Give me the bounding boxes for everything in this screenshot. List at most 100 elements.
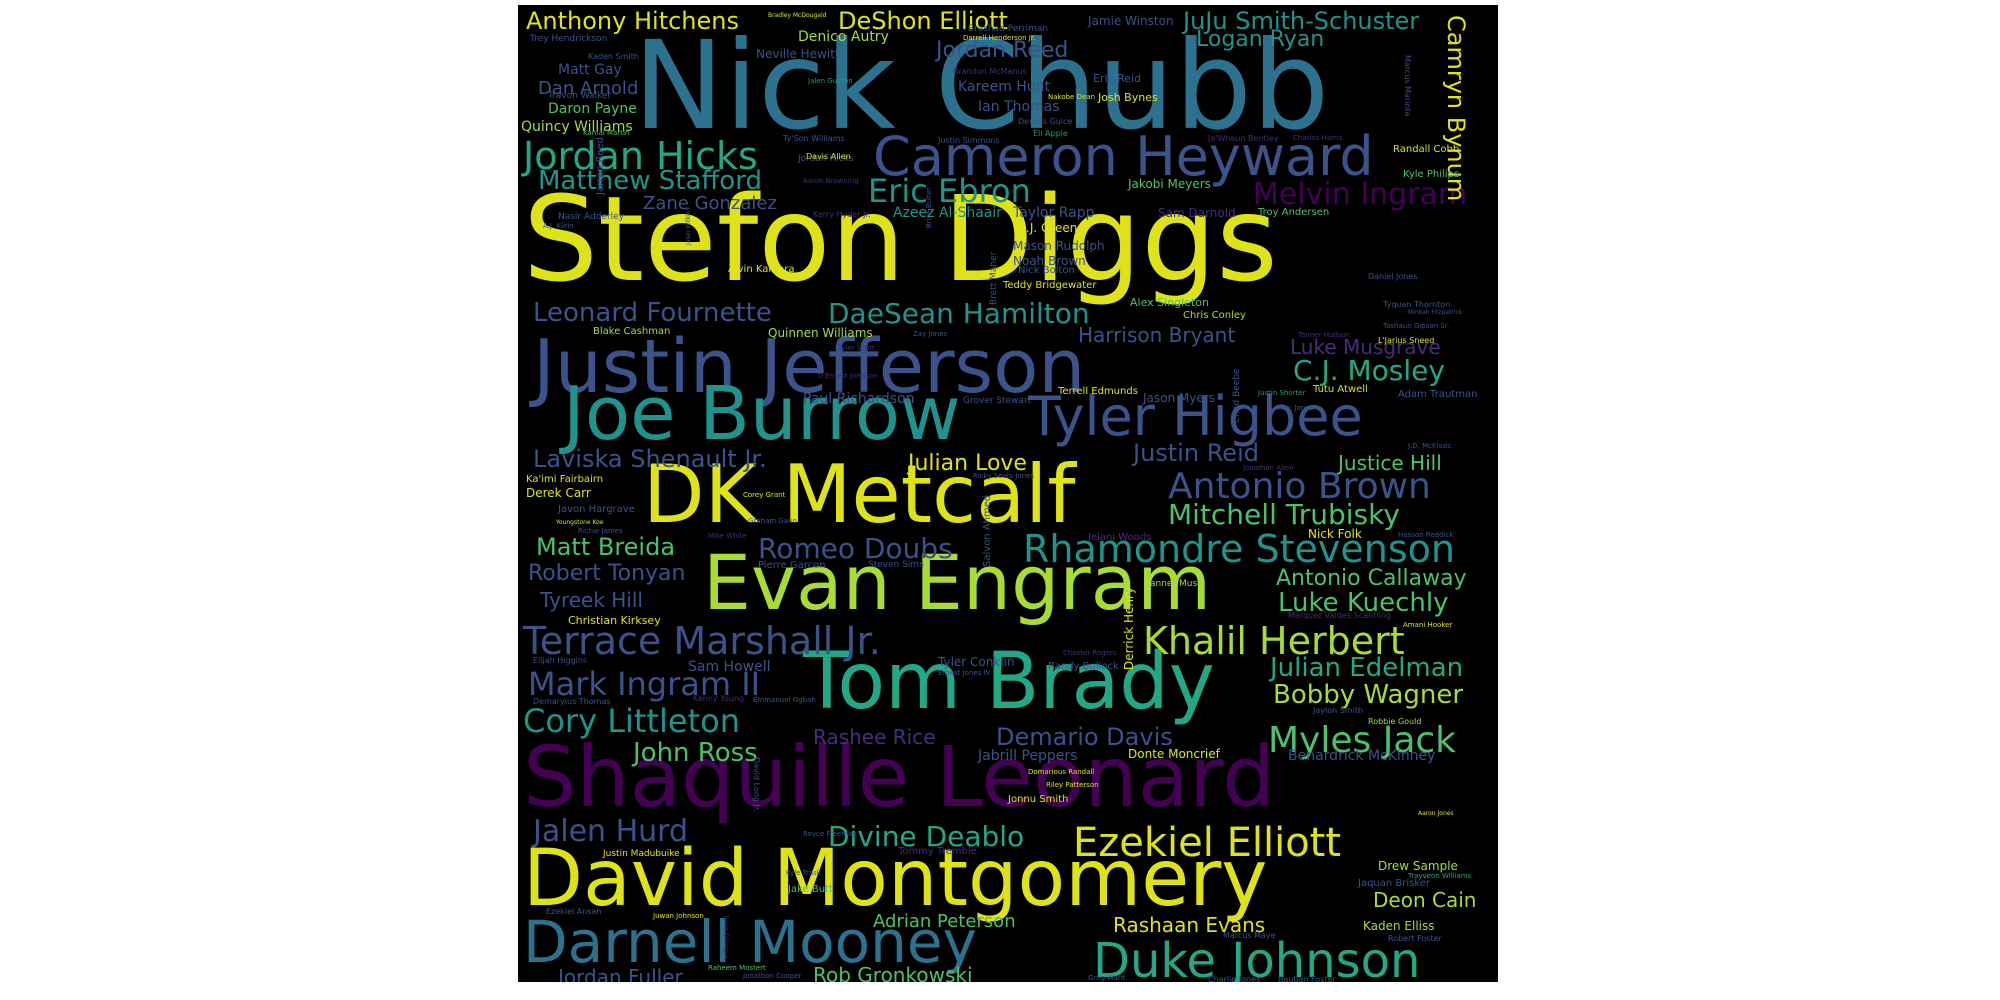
word-w177: Aaron Jones [1418, 810, 1454, 817]
word-w28: Laviska Shenault Jr. [533, 445, 767, 473]
word-w173: Robbie Gould [1368, 717, 1422, 726]
word-w166: Chester Rogers [1063, 649, 1117, 657]
word-w127: Kamal Martin [583, 129, 630, 137]
word-w118: Chad Beebe [1232, 368, 1242, 423]
word-w144: Tashaun Gipson Sr. [1383, 322, 1450, 330]
word-w30: Justin Reid [1133, 439, 1259, 467]
word-w23: Leonard Fournette [533, 298, 772, 328]
word-w178: Kyle Trask [786, 869, 821, 877]
word-w117: Brett Maher [989, 251, 999, 305]
word-w119: Marcus Mariota [1403, 55, 1412, 117]
word-w72: Azeez Al-Shaair [893, 205, 1003, 221]
word-w66: Denico Autry [798, 29, 889, 45]
word-w183: Robert Foster [1388, 934, 1442, 943]
word-w113: Jordan Hicks [798, 154, 854, 164]
word-w31: Justice Hill [1338, 451, 1442, 475]
word-w43: Julian Edelman [1270, 653, 1464, 683]
word-w91: Chris Conley [1183, 310, 1246, 321]
word-w146: L'Jarius Sneed [1378, 336, 1435, 345]
word-w4: Tyler Higbee [1028, 385, 1363, 448]
word-w6: Evan Engram [703, 538, 1212, 627]
word-w159: Mike White [708, 532, 747, 540]
word-w10: Darnell Mooney [523, 908, 977, 976]
word-w33: Mitchell Trubisky [1168, 498, 1400, 531]
word-w38: Antonio Callaway [1276, 566, 1467, 591]
word-w14: Matthew Stafford [538, 166, 762, 196]
word-w154: Jonathan Allen [1243, 464, 1294, 472]
word-w89: Blake Cashman [593, 326, 671, 337]
word-w79: Sam Darnold [1158, 206, 1236, 220]
word-w151: Grover Stewart [963, 396, 1032, 406]
word-w111: Kaden Elliss [1363, 919, 1435, 933]
word-w68: Jamie Winston [1088, 14, 1174, 28]
word-w34: Matt Breida [536, 533, 676, 561]
word-w16: Melvin Ingram [1253, 177, 1468, 212]
word-w150: D'Ernest Johnson [818, 372, 878, 380]
word-w100: Sam Howell [688, 659, 771, 675]
word-w142: Daniel Jones [1368, 272, 1418, 281]
word-w128: Davis Allen [806, 152, 851, 161]
word-w32: Antonio Brown [1168, 466, 1431, 507]
word-w96: Nick Folk [1308, 527, 1362, 541]
word-w97: Pierre Garcon [758, 560, 826, 571]
word-w188: Bauban Foster [1278, 975, 1336, 983]
word-w161: Hasson Reddick [1398, 531, 1454, 539]
word-w115: Jarran Reed [595, 137, 606, 195]
word-w107: Tommy Tremble [898, 846, 977, 857]
word-w112: Jaquan Brisker [1358, 878, 1431, 889]
word-w3: Joe Burrow [563, 371, 961, 457]
word-w121: Tanner Muse [1146, 579, 1203, 589]
word-w101: Tyler Conklin [938, 655, 1015, 669]
word-w176: Royce Freeman [803, 830, 857, 838]
word-w189: A.J. Klein [543, 222, 574, 230]
word-w40: Tyreek Hill [540, 588, 643, 612]
word-w35: Romeo Doubs [758, 532, 953, 565]
word-w140: Kerry Hyder Jr. [813, 210, 871, 219]
word-w73: A.J. Green [1018, 221, 1078, 235]
word-w153: Mac Jones [1278, 404, 1314, 412]
word-w148: Zay Jones [913, 330, 948, 338]
word-w71: Taylor Rapp [1013, 205, 1095, 221]
word-w65: Ian Thomas [978, 99, 1060, 115]
word-w171: Demaryius Thomas [533, 697, 611, 706]
word-w104: Donte Moncrief [1128, 747, 1220, 761]
word-w145: Minkah Fitzpatrick [1408, 309, 1463, 316]
word-w185: Jonathon Cooper [743, 972, 802, 980]
word-w168: Elijah Higgins [533, 656, 588, 665]
word-w105: Benardrick McKinney [1288, 748, 1436, 764]
word-w41: Terrace Marshall Jr. [523, 619, 881, 663]
word-w12: Cameron Heyward [873, 125, 1374, 188]
word-w110: Drew Sample [1378, 859, 1458, 873]
word-w8: Shaquille Leonard [523, 728, 1276, 826]
word-w135: Derrius Guice [1018, 117, 1073, 126]
word-w94: Derek Carr [526, 486, 591, 500]
word-w186: Greg Ward [1088, 974, 1126, 982]
word-w26: C.J. Mosley [1293, 354, 1445, 387]
word-w24: DaeSean Hamilton [828, 297, 1090, 330]
word-w172: Jaylon Smith [1313, 706, 1364, 715]
word-w106: Jonnu Smith [1008, 794, 1069, 805]
word-w55: Rashaan Evans [1113, 913, 1266, 937]
word-w98: Steven Sims [868, 560, 924, 570]
word-w162: Youngstone Koe [556, 519, 604, 526]
word-w27: Harrison Bryant [1078, 323, 1236, 347]
word-w124: Kaden Smith [588, 52, 639, 61]
word-w149: Tyler Scott [838, 344, 875, 352]
word-w48: Demario Davis [996, 723, 1173, 751]
word-w126: Brandon McManus [953, 67, 1027, 76]
word-w53: Ezekiel Elliott [1073, 820, 1342, 866]
word-w51: Jalen Hurd [533, 814, 688, 849]
word-w45: Bobby Wagner [1273, 680, 1464, 710]
word-w56: Deon Cain [1373, 888, 1477, 912]
word-w136: Breshad Perriman [968, 24, 1049, 34]
word-w77: Teddy Bridgewater [1003, 280, 1097, 291]
word-w93: Ka'imi Fairbairn [526, 474, 604, 485]
word-w29: Julian Love [908, 451, 1027, 476]
word-w13: Jordan Hicks [523, 134, 758, 178]
word-w54: Adrian Peterson [873, 911, 1016, 932]
word-w15: Eric Ebron [868, 172, 1031, 210]
word-w181: Juwan Johnson [653, 912, 704, 920]
word-w125: Jalen Guyton [808, 77, 853, 85]
word-w157: Corey Grant [743, 491, 786, 499]
word-w109: Jake Butt [788, 884, 833, 895]
